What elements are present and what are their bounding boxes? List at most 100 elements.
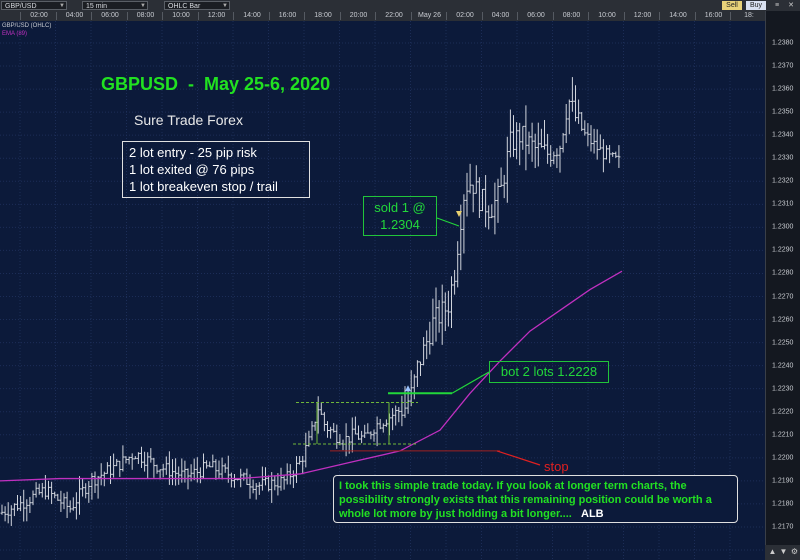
sold-annotation: sold 1 @ 1.2304 xyxy=(363,196,437,236)
price-axis[interactable] xyxy=(765,11,800,560)
zoom-icon[interactable]: ▲ xyxy=(768,547,777,556)
time-tick-label: 08:00 xyxy=(562,12,581,19)
time-tick xyxy=(446,12,447,20)
time-tick-label: 16:00 xyxy=(278,12,297,19)
time-tick-label: 14:00 xyxy=(243,12,261,19)
interval-select-value: 15 min xyxy=(86,3,108,10)
time-tick xyxy=(91,12,92,20)
note-signature: ALB xyxy=(581,508,604,520)
chevron-down-icon: ▼ xyxy=(222,3,228,9)
time-tick-label: 18:00 xyxy=(314,12,332,19)
time-tick xyxy=(126,12,128,20)
time-tick xyxy=(20,12,21,20)
price-tick-label: 1.2180 xyxy=(772,500,794,508)
price-tick-label: 1.2370 xyxy=(772,62,794,70)
price-tick-label: 1.2230 xyxy=(772,385,794,393)
price-tick-label: 1.2270 xyxy=(772,293,794,300)
time-tick-label: 12:00 xyxy=(207,12,226,19)
close-icon[interactable]: ✕ xyxy=(788,2,794,9)
time-tick-label: 06:00 xyxy=(527,12,545,19)
price-tick-label: 1.2200 xyxy=(772,454,794,462)
time-tick-label: 08:00 xyxy=(136,12,155,19)
time-tick xyxy=(588,12,589,20)
note-box: I took this simple trade today. If you l… xyxy=(333,475,738,523)
price-tick-label: 1.2290 xyxy=(772,246,794,254)
info-line: 1 lot exited @ 76 pips xyxy=(129,162,255,177)
time-tick xyxy=(339,12,341,20)
time-tick-label: 10:00 xyxy=(598,12,616,19)
time-tick-label: 02:00 xyxy=(30,12,48,19)
price-tick-label: 1.2380 xyxy=(772,39,794,47)
time-tick xyxy=(304,12,305,20)
time-tick-label: 22:00 xyxy=(385,12,403,19)
menu-icon[interactable]: ≡ xyxy=(774,2,780,9)
axis-controls: ▲ ▼ ⚙ xyxy=(765,545,800,560)
chart-plot-area[interactable] xyxy=(0,21,765,560)
chevron-down-icon: ▼ xyxy=(140,3,146,9)
price-tick-label: 1.2310 xyxy=(772,200,794,208)
settings-icon[interactable]: ⚙ xyxy=(790,547,799,556)
price-tick-label: 1.2340 xyxy=(772,131,794,139)
time-tick-label: 10:00 xyxy=(172,12,190,19)
price-tick-label: 1.2210 xyxy=(772,431,794,439)
info-line: 2 lot entry - 25 pip risk xyxy=(129,145,257,160)
time-tick-label: 02:00 xyxy=(456,12,474,19)
time-tick xyxy=(410,12,412,20)
interval-select[interactable]: 15 min ▼ xyxy=(82,1,148,10)
chart-subtitle: Sure Trade Forex xyxy=(134,112,243,128)
note-text: I took this simple trade today. If you l… xyxy=(339,480,712,520)
time-tick xyxy=(659,12,660,20)
sold-label: sold 1 @ xyxy=(374,200,426,215)
time-tick xyxy=(233,12,234,20)
sell-button[interactable]: Sell xyxy=(722,1,742,10)
price-tick-label: 1.2260 xyxy=(772,316,794,324)
time-tick-label: 18: xyxy=(744,12,754,19)
time-tick xyxy=(730,12,731,20)
time-tick xyxy=(55,12,57,20)
time-tick xyxy=(694,12,696,20)
chart-title: GBPUSD - May 25-6, 2020 xyxy=(101,74,331,94)
price-tick-label: 1.2240 xyxy=(772,362,794,370)
time-tick-label: 20:00 xyxy=(349,12,368,19)
sold-price: 1.2304 xyxy=(380,217,420,232)
time-tick xyxy=(623,12,625,20)
time-tick xyxy=(197,12,199,20)
price-tick-label: 1.2280 xyxy=(772,269,794,277)
buy-arrow-icon xyxy=(405,385,411,392)
price-tick-label: 1.2350 xyxy=(772,108,794,116)
price-tick-label: 1.2300 xyxy=(772,223,794,231)
scroll-icon[interactable]: ▼ xyxy=(779,547,788,556)
price-tick-label: 1.2320 xyxy=(772,177,794,185)
price-tick-label: 1.2360 xyxy=(772,85,794,93)
sell-arrow-icon xyxy=(456,211,462,217)
chart-style-select[interactable]: OHLC Bar ▼ xyxy=(164,1,230,10)
time-tick xyxy=(552,12,554,20)
price-tick-label: 1.2330 xyxy=(772,154,794,162)
chevron-down-icon: ▼ xyxy=(59,3,65,9)
chart-style-select-value: OHLC Bar xyxy=(168,3,201,10)
price-tick-label: 1.2170 xyxy=(772,523,794,531)
trade-info-box: 2 lot entry - 25 pip risk 1 lot exited @… xyxy=(122,141,310,198)
stop-connector xyxy=(496,450,541,466)
time-tick-label: 16:00 xyxy=(704,12,723,19)
ohlc-chart xyxy=(0,21,765,560)
sold-connector xyxy=(436,217,460,227)
buy-button[interactable]: Buy xyxy=(746,1,766,10)
time-tick xyxy=(375,12,376,20)
time-tick-label: May 26 xyxy=(418,12,441,19)
time-tick-label: 04:00 xyxy=(65,12,84,19)
time-axis: 02:00 04:00 06:00 08:00 10:00 12:00 14:00 16:00… xyxy=(0,11,765,21)
time-tick xyxy=(268,12,270,20)
time-tick-label: 12:00 xyxy=(633,12,652,19)
price-tick-label: 1.2250 xyxy=(772,339,794,347)
bought-annotation: bot 2 lots 1.2228 xyxy=(489,361,609,383)
legend-ema: EMA (89) xyxy=(2,31,28,37)
time-tick-label: 14:00 xyxy=(669,12,687,19)
entry-connector xyxy=(451,371,490,394)
symbol-select[interactable]: GBP/USD ▼ xyxy=(1,1,67,10)
info-line: 1 lot breakeven stop / trail xyxy=(129,179,278,194)
stop-annotation: stop xyxy=(544,459,569,474)
time-tick xyxy=(517,12,518,20)
time-tick xyxy=(162,12,163,20)
time-tick-label: 04:00 xyxy=(491,12,510,19)
